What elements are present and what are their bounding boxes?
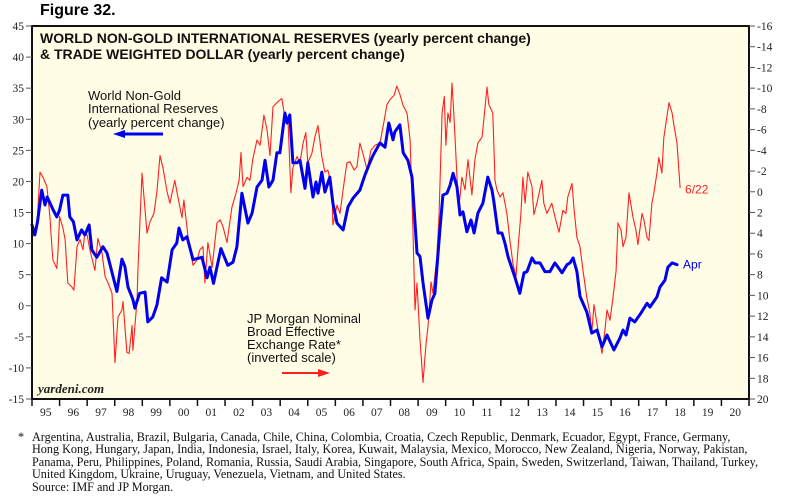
exchange-rate-end-label: 6/22	[685, 183, 709, 197]
right-axis-tick-label: 10	[757, 290, 769, 302]
series-layer	[30, 82, 681, 383]
right-axis-tick-label: -8	[757, 104, 767, 116]
right-axis-tick-label: -12	[757, 62, 773, 74]
x-axis-tick-label: 09	[426, 407, 438, 419]
footnote-source: Source: IMF and JP Morgan.	[32, 479, 174, 494]
right-axis-tick-label: 18	[757, 373, 769, 385]
x-axis-tick-label: 05	[316, 407, 328, 419]
left-axis-tick-label: 5	[18, 270, 24, 282]
x-axis-tick-label: 07	[371, 407, 383, 419]
right-axis-tick-label: 12	[757, 311, 769, 323]
right-axis-tick-label: -2	[757, 166, 767, 178]
left-axis: 45 40 35 30 25 20 15 10 5 0 -5 -10 -15	[9, 21, 32, 406]
x-axis-tick-label: 15	[592, 407, 604, 419]
right-axis-tick-label: 8	[757, 270, 763, 282]
x-axis-tick-label: 12	[509, 407, 521, 419]
exchange-rate-annotation-line-4: (inverted scale)	[247, 350, 336, 365]
left-axis-tick-label: -15	[9, 394, 25, 406]
x-axis-tick-label: 96	[68, 407, 80, 419]
footnote-line: Argentina, Australia, Brazil, Bulgaria, …	[32, 430, 731, 444]
reserves-annotation-line-1: World Non-Gold	[88, 88, 181, 103]
left-axis-tick-label: 30	[13, 114, 25, 126]
right-axis: -16 -14 -12 -10 -8 -6 -4 -2 0 2 4 6 8 10 12 14 16 18 20	[749, 21, 773, 406]
exchange-rate-annotation-line-3: Exchange Rate*	[247, 337, 341, 352]
right-axis-tick-label: -14	[757, 42, 773, 54]
x-axis-tick-label: 06	[343, 407, 355, 419]
exchange-rate-line	[31, 82, 681, 383]
right-axis-tick-label: 16	[757, 353, 769, 365]
x-axis-tick-label: 99	[150, 407, 162, 419]
left-axis-tick-label: 0	[18, 301, 24, 313]
left-axis-tick-label: 25	[13, 145, 25, 157]
x-axis-tick-label: 95	[40, 407, 52, 419]
exchange-rate-annotation-line-2: Broad Effective	[247, 324, 335, 339]
left-axis-tick-label: 40	[13, 52, 25, 64]
right-axis-tick-label: 20	[757, 394, 769, 406]
footnote-line: Hong Kong, Hungary, Japan, India, Indone…	[32, 442, 748, 457]
x-axis-tick-label: 08	[399, 407, 411, 419]
figure-label: Figure 32.	[40, 2, 116, 19]
left-arrow-icon	[113, 130, 163, 138]
x-axis-tick-label: 11	[481, 407, 492, 419]
left-axis-tick-label: 10	[13, 239, 25, 251]
x-axis-tick-label: 20	[729, 407, 741, 419]
x-axis-tick-label: 02	[233, 407, 245, 419]
exchange-rate-annotation: JP Morgan Nominal Broad Effective Exchan…	[247, 311, 361, 377]
x-axis-tick-label: 17	[647, 407, 659, 419]
x-axis-tick-label: 04	[288, 407, 300, 419]
left-axis-tick-label: 45	[13, 21, 25, 33]
footnote-line: Panama, Peru, Philippines, Poland, Roman…	[32, 454, 759, 469]
left-axis-tick-label: 35	[13, 83, 25, 95]
x-axis-tick-label: 13	[536, 407, 548, 419]
right-axis-tick-label: 14	[757, 332, 769, 344]
right-axis-tick-label: 0	[757, 187, 763, 199]
x-axis-tick-label: 98	[123, 407, 135, 419]
x-axis: 95 96 97 98 99 00 01 02 03 04 05 06 07 08 09 10 11 12 13 14…	[31, 399, 750, 419]
chart-title-line-1: WORLD NON-GOLD INTERNATIONAL RESERVES (y…	[40, 30, 531, 46]
right-axis-tick-label: 2	[757, 208, 763, 220]
right-axis-tick-label: 6	[757, 249, 763, 261]
footnote: * Argentina, Australia, Brazil, Bulgaria…	[18, 431, 788, 493]
footnote-line: United Kingdom, Ukraine, Uruguay, Venezu…	[32, 467, 406, 482]
left-axis-tick-label: 20	[13, 176, 25, 188]
x-axis-tick-label: 19	[702, 407, 714, 419]
left-axis-tick-label: -5	[14, 332, 24, 344]
x-axis-tick-label: 16	[619, 407, 631, 419]
x-axis-tick-label: 01	[206, 407, 218, 419]
reserves-annotation-line-3: (yearly percent change)	[88, 115, 225, 130]
reserves-annotation-line-2: International Reserves	[88, 101, 219, 116]
x-axis-tick-label: 18	[674, 407, 686, 419]
exchange-rate-annotation-line-1: JP Morgan Nominal	[247, 311, 361, 326]
reserves-line	[30, 111, 679, 352]
source-credit: yardeni.com	[36, 381, 104, 396]
x-axis-tick-label: 10	[454, 407, 466, 419]
footnote-body: Argentina, Australia, Brazil, Bulgaria, …	[32, 431, 788, 493]
reserves-annotation: World Non-Gold International Reserves (y…	[88, 88, 225, 138]
x-axis-tick-label: 14	[564, 407, 576, 419]
left-axis-tick-label: 15	[13, 208, 25, 220]
right-axis-tick-label: -6	[757, 125, 767, 137]
right-axis-tick-label: -4	[757, 145, 767, 157]
x-axis-tick-label: 00	[178, 407, 190, 419]
left-axis-tick-label: -10	[9, 363, 25, 375]
right-arrow-icon	[282, 369, 330, 377]
plot-background	[32, 26, 749, 399]
chart-title-line-2: & TRADE WEIGHTED DOLLAR (yearly percent …	[40, 46, 405, 62]
right-axis-tick-label: -16	[757, 21, 773, 33]
reserves-end-label: Apr	[683, 258, 702, 272]
x-axis-tick-label: 97	[95, 407, 107, 419]
right-axis-tick-label: 4	[757, 228, 763, 240]
x-axis-tick-label: 03	[261, 407, 273, 419]
right-axis-tick-label: -10	[757, 83, 773, 95]
footnote-marker: *	[18, 430, 25, 444]
